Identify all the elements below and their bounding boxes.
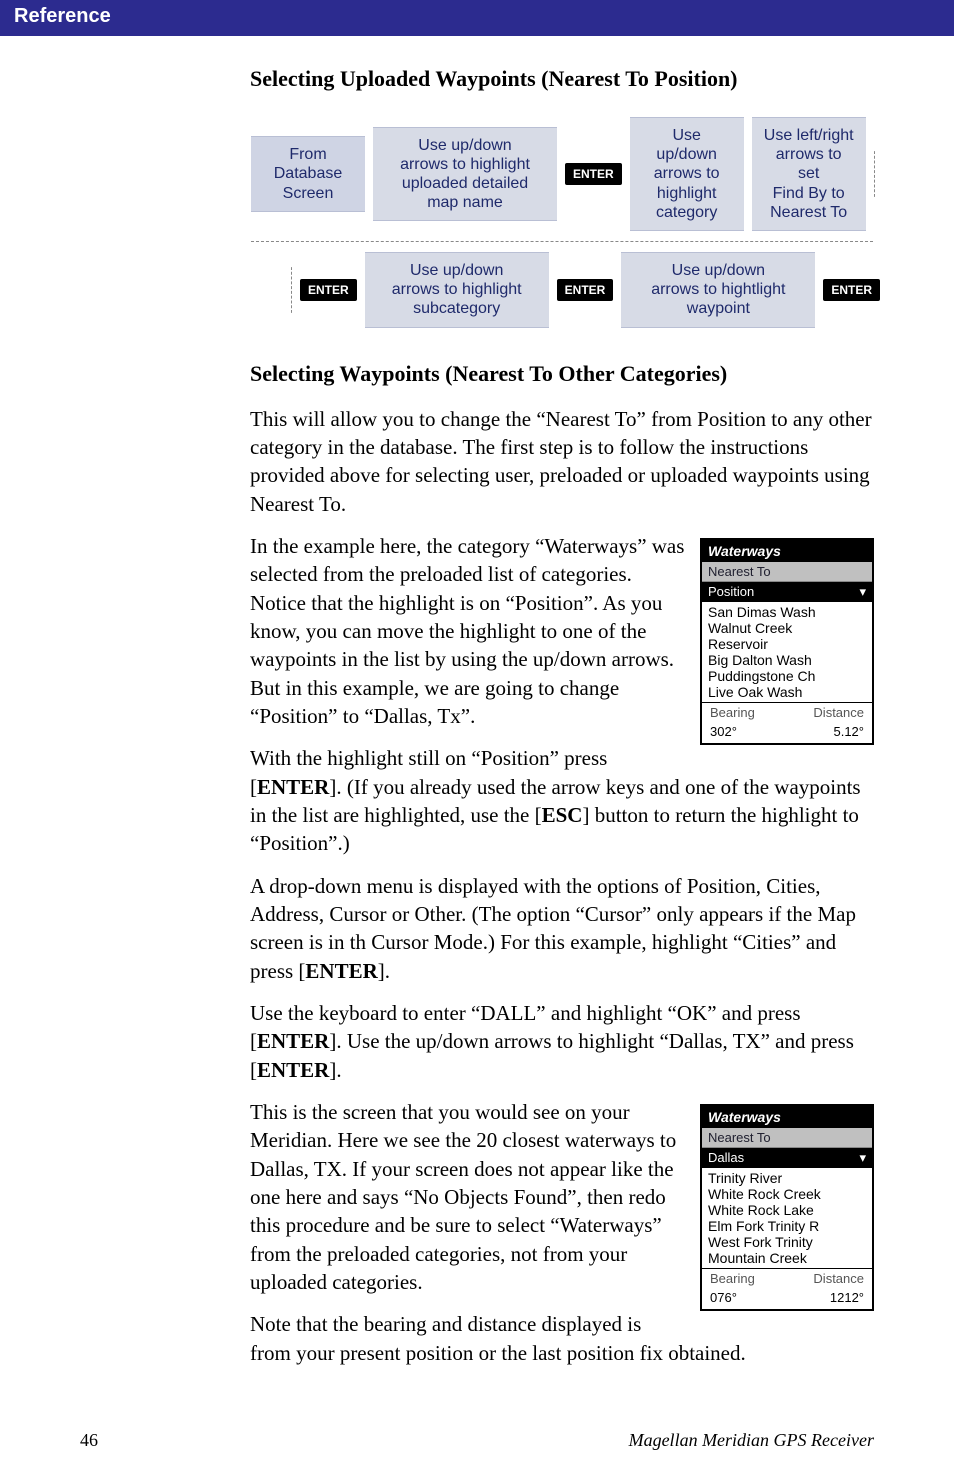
d2-distance-h: Distance [813, 1271, 864, 1286]
d1-distance-h: Distance [813, 705, 864, 720]
flow-row-2: ENTER Use up/down arrows to highlight su… [251, 252, 873, 328]
key-enter: ENTER [257, 1058, 329, 1082]
d2-bearing-v: 076° [710, 1290, 737, 1305]
flow-step2: Use up/down arrows to highlight category [630, 117, 744, 231]
p4b: ]. [378, 959, 390, 983]
book-title: Magellan Meridian GPS Receiver [629, 1430, 874, 1451]
para-3: With the highlight still on “Position” p… [250, 744, 874, 857]
d1-sub: Nearest To [702, 562, 872, 582]
device-screenshot-2: Waterways Nearest To Dallas ▾ Trinity Ri… [700, 1104, 874, 1311]
section1-title: Selecting Uploaded Waypoints (Nearest To… [250, 66, 874, 92]
list-item: Reservoir [708, 636, 868, 652]
d2-foot-h: Bearing Distance [702, 1269, 872, 1290]
flow-step1: Use up/down arrows to highlight uploaded… [373, 127, 557, 222]
para-7: Note that the bearing and distance displ… [250, 1310, 874, 1367]
list-item: Elm Fork Trinity R [708, 1218, 868, 1234]
list-item: White Rock Lake [708, 1202, 868, 1218]
enter-badge-1: ENTER [565, 163, 622, 185]
reference-header: Reference [0, 0, 954, 36]
enter-badge-4: ENTER [823, 279, 880, 301]
flow-step4: Use up/down arrows to highlight subcateg… [365, 252, 549, 328]
section2-title: Selecting Waypoints (Nearest To Other Ca… [250, 361, 874, 387]
page-number: 46 [80, 1430, 98, 1451]
list-item: Live Oak Wash [708, 684, 868, 700]
flow-cap-right [874, 151, 875, 197]
list-item: San Dimas Wash [708, 604, 868, 620]
d2-title: Waterways [702, 1106, 872, 1128]
list-item: Mountain Creek [708, 1250, 868, 1266]
d1-foot-h: Bearing Distance [702, 703, 872, 724]
key-enter: ENTER [305, 959, 377, 983]
d2-foot-v: 076° 1212° [702, 1290, 872, 1309]
page-footer: 46 Magellan Meridian GPS Receiver [80, 1430, 874, 1451]
device-screenshot-1: Waterways Nearest To Position ▾ San Dima… [700, 538, 874, 745]
d2-distance-v: 1212° [830, 1290, 864, 1305]
d1-sel-text: Position [708, 584, 754, 600]
list-item: Puddingstone Ch [708, 668, 868, 684]
dropdown-icon: ▾ [859, 1150, 866, 1166]
list-item: Trinity River [708, 1170, 868, 1186]
flow-divider [251, 241, 873, 242]
dropdown-icon: ▾ [859, 584, 866, 600]
flow-from: From Database Screen [251, 136, 365, 212]
flow-row-1: From Database Screen Use up/down arrows … [251, 117, 873, 231]
key-esc: ESC [542, 803, 583, 827]
list-item: Walnut Creek [708, 620, 868, 636]
enter-badge-3: ENTER [557, 279, 614, 301]
d1-bearing-v: 302° [710, 724, 737, 739]
flow-step3: Use left/right arrows to set Find By to … [752, 117, 866, 231]
para-5: Use the keyboard to enter “DALL” and hig… [250, 999, 874, 1084]
para-1: This will allow you to change the “Neare… [250, 405, 874, 518]
d2-selected: Dallas ▾ [702, 1148, 872, 1168]
para-4: A drop-down menu is displayed with the o… [250, 872, 874, 985]
d2-sub: Nearest To [702, 1128, 872, 1148]
reference-label: Reference [14, 5, 111, 27]
d1-distance-v: 5.12° [833, 724, 864, 739]
flow-diagram: From Database Screen Use up/down arrows … [250, 110, 874, 335]
d2-list: Trinity River White Rock Creek White Roc… [702, 1168, 872, 1269]
flow-cap-left [291, 267, 292, 313]
key-enter: ENTER [257, 775, 329, 799]
list-item: West Fork Trinity [708, 1234, 868, 1250]
list-item: Big Dalton Wash [708, 652, 868, 668]
d2-sel-text: Dallas [708, 1150, 744, 1166]
d1-title: Waterways [702, 540, 872, 562]
d1-selected: Position ▾ [702, 582, 872, 602]
key-enter: ENTER [257, 1029, 329, 1053]
flow-step5: Use up/down arrows to hightlight waypoin… [621, 252, 815, 328]
d2-bearing-h: Bearing [710, 1271, 755, 1286]
enter-badge-2: ENTER [300, 279, 357, 301]
d1-list: San Dimas Wash Walnut Creek Reservoir Bi… [702, 602, 872, 703]
p5c: ]. [329, 1058, 341, 1082]
list-item: White Rock Creek [708, 1186, 868, 1202]
d1-bearing-h: Bearing [710, 705, 755, 720]
d1-foot-v: 302° 5.12° [702, 724, 872, 743]
